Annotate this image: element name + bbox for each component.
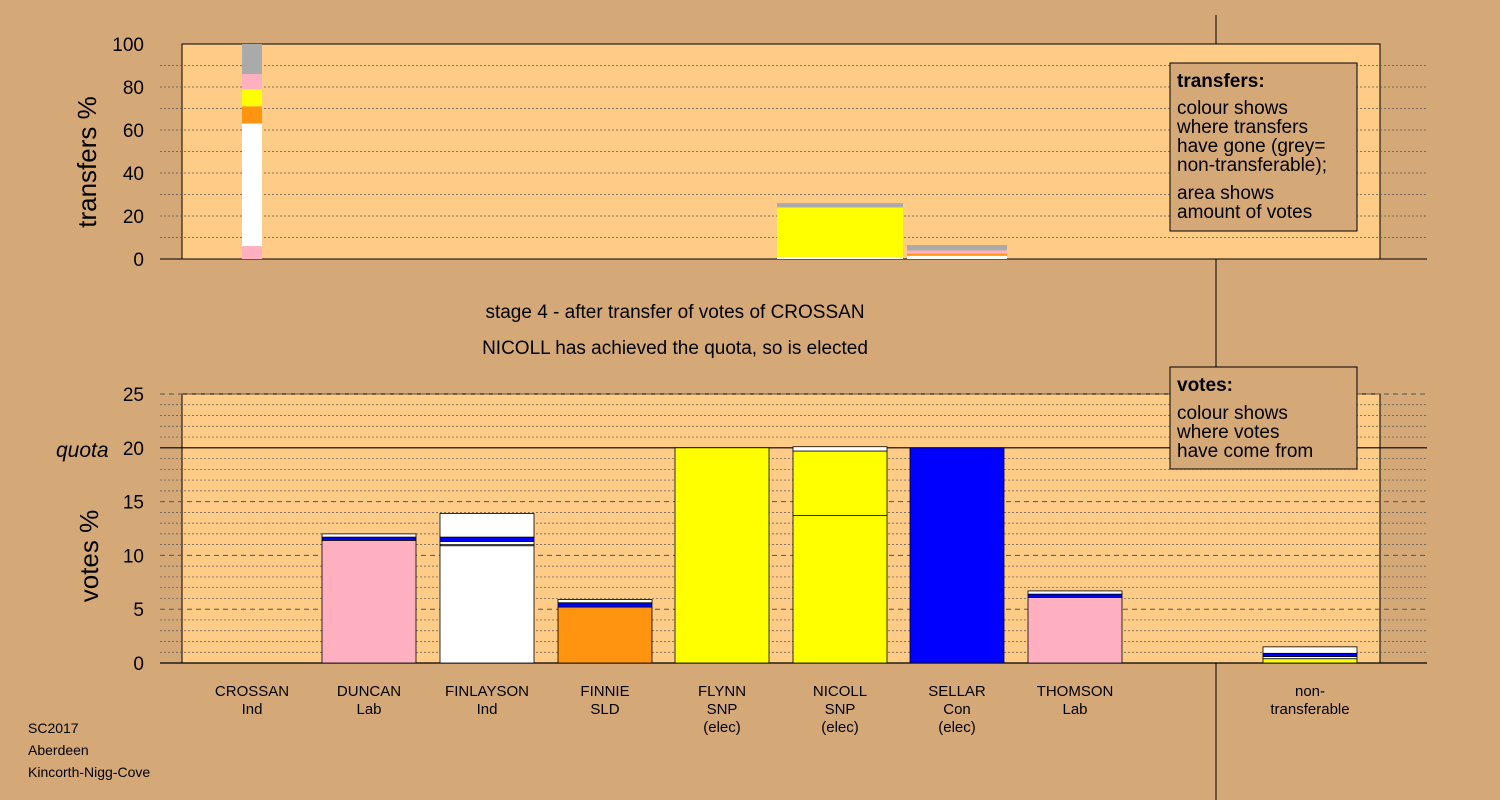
elected-caption: NICOLL has achieved the quota, so is ele… bbox=[482, 338, 868, 359]
transfers-legend-line: non-transferable); bbox=[1177, 155, 1327, 176]
vote-segment bbox=[1262, 652, 1358, 657]
transfers-legend-line: colour shows bbox=[1177, 98, 1288, 119]
transfers-legend-box bbox=[1169, 62, 1358, 232]
transfer-segment bbox=[242, 89, 262, 105]
vote-segment bbox=[1027, 596, 1123, 664]
vote-segment bbox=[557, 606, 653, 664]
transfers-bars bbox=[242, 44, 1007, 259]
vote-segment bbox=[321, 536, 417, 541]
votes-legend-line: where votes bbox=[1176, 422, 1279, 443]
transfer-segment bbox=[907, 250, 1007, 254]
vote-segment bbox=[321, 539, 417, 664]
transfers-legend-line: area shows bbox=[1177, 183, 1274, 204]
votes-y-ticks: 0 5 10 15 20 25 bbox=[123, 385, 144, 675]
vote-segment bbox=[1262, 658, 1358, 664]
transfer-segment bbox=[907, 255, 1007, 259]
candidate-label: (elec) bbox=[938, 719, 976, 736]
vote-segment bbox=[439, 545, 535, 664]
votes-legend-title: votes: bbox=[1177, 375, 1233, 396]
transfer-segment bbox=[777, 256, 903, 259]
stage-caption: stage 4 - after transfer of votes of CRO… bbox=[485, 302, 864, 323]
votes-axis-title: votes % bbox=[74, 510, 104, 603]
y-tick-label: 100 bbox=[112, 35, 144, 56]
vote-segment bbox=[792, 446, 888, 452]
candidate-labels: CROSSANIndDUNCANLabFINLAYSONIndFINNIESLD… bbox=[215, 683, 1350, 736]
votes-legend-box bbox=[1169, 366, 1358, 470]
vote-segment bbox=[792, 515, 888, 664]
transfer-segment bbox=[907, 253, 1007, 256]
candidate-label: SLD bbox=[590, 701, 619, 718]
transfer-segment bbox=[242, 246, 262, 259]
vote-segment bbox=[1262, 646, 1358, 654]
vote-segment bbox=[439, 541, 535, 546]
candidate-label: Ind bbox=[242, 701, 263, 718]
transfers-legend-line: where transfers bbox=[1176, 117, 1308, 138]
vote-segment bbox=[1027, 590, 1123, 595]
quota-label: quota bbox=[56, 439, 109, 462]
candidate-label: SNP bbox=[825, 701, 856, 718]
candidate-label: Ind bbox=[477, 701, 498, 718]
candidate-label: SELLAR bbox=[928, 683, 986, 700]
vote-segment bbox=[557, 599, 653, 604]
y-tick-label: 80 bbox=[123, 78, 144, 99]
y-tick-label: 10 bbox=[123, 546, 144, 567]
candidate-label: SNP bbox=[707, 701, 738, 718]
footer-council: Aberdeen bbox=[28, 742, 89, 758]
transfer-segment bbox=[242, 74, 262, 90]
votes-bars bbox=[321, 446, 1358, 664]
vote-segment bbox=[792, 450, 888, 516]
transfer-segment bbox=[907, 245, 1007, 251]
transfers-legend-title: transfers: bbox=[1177, 71, 1265, 92]
transfers-y-ticks: 0 20 40 60 80 100 bbox=[112, 35, 144, 271]
transfers-axis-title: transfers % bbox=[72, 96, 102, 228]
transfer-segment bbox=[242, 106, 262, 124]
votes-legend: votes: colour shows where votes have com… bbox=[1169, 366, 1358, 470]
footer-ward: Kincorth-Nigg-Cove bbox=[28, 764, 150, 780]
vote-segment bbox=[321, 533, 417, 538]
y-tick-label: 5 bbox=[133, 600, 144, 621]
vote-segment bbox=[909, 447, 1005, 664]
transfers-legend: transfers: colour shows where transfers … bbox=[1169, 62, 1358, 232]
vote-segment bbox=[1027, 593, 1123, 598]
vote-segment bbox=[557, 602, 653, 608]
transfer-segment bbox=[777, 207, 903, 257]
transfers-legend-line: have gone (grey= bbox=[1177, 136, 1325, 157]
y-tick-label: 60 bbox=[123, 121, 144, 142]
transfers-legend-line: amount of votes bbox=[1177, 202, 1312, 223]
candidate-label: transferable bbox=[1270, 701, 1349, 718]
vote-segment bbox=[439, 536, 535, 542]
y-tick-label: 0 bbox=[133, 250, 144, 271]
candidate-label: Lab bbox=[1062, 701, 1087, 718]
y-tick-label: 20 bbox=[123, 207, 144, 228]
footer-election: SC2017 bbox=[28, 720, 79, 736]
candidate-label: Con bbox=[943, 701, 971, 718]
candidate-label: CROSSAN bbox=[215, 683, 289, 700]
y-tick-label: 0 bbox=[133, 654, 144, 675]
candidate-label: THOMSON bbox=[1037, 683, 1114, 700]
candidate-label: FINNIE bbox=[580, 683, 629, 700]
candidate-label: Lab bbox=[356, 701, 381, 718]
candidate-label: (elec) bbox=[703, 719, 741, 736]
transfer-segment bbox=[242, 123, 262, 247]
y-tick-label: 40 bbox=[123, 164, 144, 185]
transfer-segment bbox=[242, 44, 262, 75]
y-tick-label: 20 bbox=[123, 439, 144, 460]
transfer-segment bbox=[777, 203, 903, 208]
votes-legend-line: have come from bbox=[1177, 441, 1313, 462]
candidate-label: NICOLL bbox=[813, 683, 867, 700]
vote-segment bbox=[439, 513, 535, 538]
y-tick-label: 25 bbox=[123, 385, 144, 406]
votes-legend-line: colour shows bbox=[1177, 403, 1288, 424]
candidate-label: FINLAYSON bbox=[445, 683, 529, 700]
vote-segment bbox=[674, 447, 770, 664]
candidate-label: (elec) bbox=[821, 719, 859, 736]
transfer-segment bbox=[242, 104, 262, 107]
candidate-label: DUNCAN bbox=[337, 683, 401, 700]
candidate-label: non- bbox=[1295, 683, 1325, 700]
y-tick-label: 15 bbox=[123, 493, 144, 514]
candidate-label: FLYNN bbox=[698, 683, 746, 700]
